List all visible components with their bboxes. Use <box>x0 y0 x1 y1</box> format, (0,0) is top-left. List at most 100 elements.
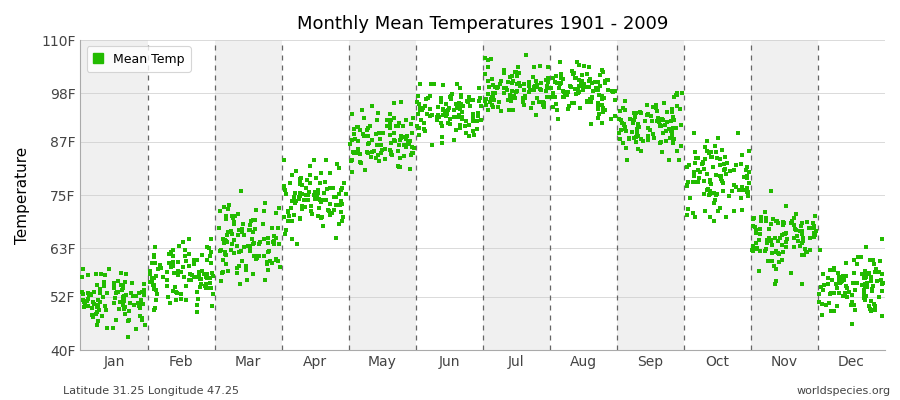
Point <box>176 264 190 270</box>
Point <box>452 102 466 108</box>
Point <box>256 236 271 242</box>
Point <box>135 315 149 322</box>
Point <box>314 170 328 176</box>
Point <box>641 133 655 140</box>
Point <box>642 125 656 131</box>
Point <box>483 56 498 63</box>
Point <box>670 90 684 96</box>
Point <box>450 81 464 88</box>
Point <box>505 73 519 79</box>
Point <box>530 82 544 88</box>
Point <box>328 207 342 213</box>
Point <box>403 166 418 172</box>
Point <box>770 218 784 224</box>
Point <box>739 167 753 173</box>
Point <box>788 225 802 232</box>
Point <box>112 289 126 296</box>
Point <box>839 260 853 266</box>
Point <box>313 196 328 203</box>
Point <box>871 294 886 300</box>
Point <box>182 250 196 257</box>
Point <box>82 292 96 298</box>
Point <box>704 149 718 155</box>
Point <box>736 174 751 180</box>
Point <box>485 104 500 111</box>
Point <box>500 97 515 103</box>
Point <box>693 168 707 175</box>
Point <box>654 139 669 145</box>
Bar <box>148 40 214 350</box>
Point <box>859 274 873 280</box>
Point <box>545 90 560 96</box>
Point <box>664 126 679 133</box>
Point <box>148 244 163 250</box>
Point <box>151 266 166 272</box>
Point <box>182 276 196 283</box>
Point <box>346 131 361 138</box>
Point <box>199 285 213 291</box>
Point <box>97 280 112 287</box>
Point <box>710 134 724 141</box>
Point <box>760 237 774 243</box>
Point <box>787 222 801 228</box>
Point <box>836 273 850 279</box>
Point <box>592 110 607 117</box>
Point <box>430 114 445 120</box>
Point <box>147 252 161 258</box>
Point <box>796 240 810 247</box>
Point <box>441 120 455 126</box>
Point <box>309 175 323 181</box>
Point <box>481 91 495 97</box>
Point <box>598 80 613 86</box>
Point <box>855 271 869 277</box>
Point <box>241 243 256 250</box>
Point <box>205 303 220 309</box>
Point <box>783 270 797 276</box>
Point <box>271 258 285 264</box>
Point <box>351 150 365 156</box>
Point <box>526 87 541 94</box>
Point <box>349 124 364 130</box>
Point <box>329 235 344 242</box>
Point <box>123 290 138 296</box>
Point <box>747 214 761 221</box>
Point <box>596 69 610 76</box>
Point <box>638 118 652 125</box>
Point <box>339 191 354 197</box>
Point <box>563 83 578 90</box>
Point <box>286 212 301 218</box>
Point <box>530 94 544 101</box>
Point <box>100 325 114 332</box>
Point <box>96 283 111 290</box>
Point <box>310 190 325 196</box>
Point <box>554 80 568 86</box>
Point <box>823 290 837 297</box>
Point <box>392 120 406 126</box>
Point <box>868 303 882 309</box>
Point <box>740 164 754 170</box>
Point <box>289 167 303 174</box>
Point <box>169 288 184 295</box>
Point <box>847 257 861 263</box>
Point <box>742 148 756 154</box>
Point <box>482 57 496 64</box>
Point <box>417 120 431 126</box>
Point <box>868 268 882 275</box>
Point <box>745 247 760 253</box>
Point <box>497 68 511 74</box>
Point <box>581 84 596 90</box>
Point <box>132 301 147 307</box>
Point <box>177 273 192 280</box>
Point <box>802 225 816 232</box>
Point <box>470 118 484 124</box>
Point <box>279 190 293 197</box>
Point <box>95 293 110 300</box>
Point <box>864 274 878 280</box>
Point <box>567 99 581 106</box>
Point <box>695 160 709 167</box>
Point <box>193 276 207 282</box>
Point <box>252 252 266 259</box>
Point <box>219 213 233 220</box>
Point <box>436 112 450 118</box>
Point <box>90 302 104 308</box>
